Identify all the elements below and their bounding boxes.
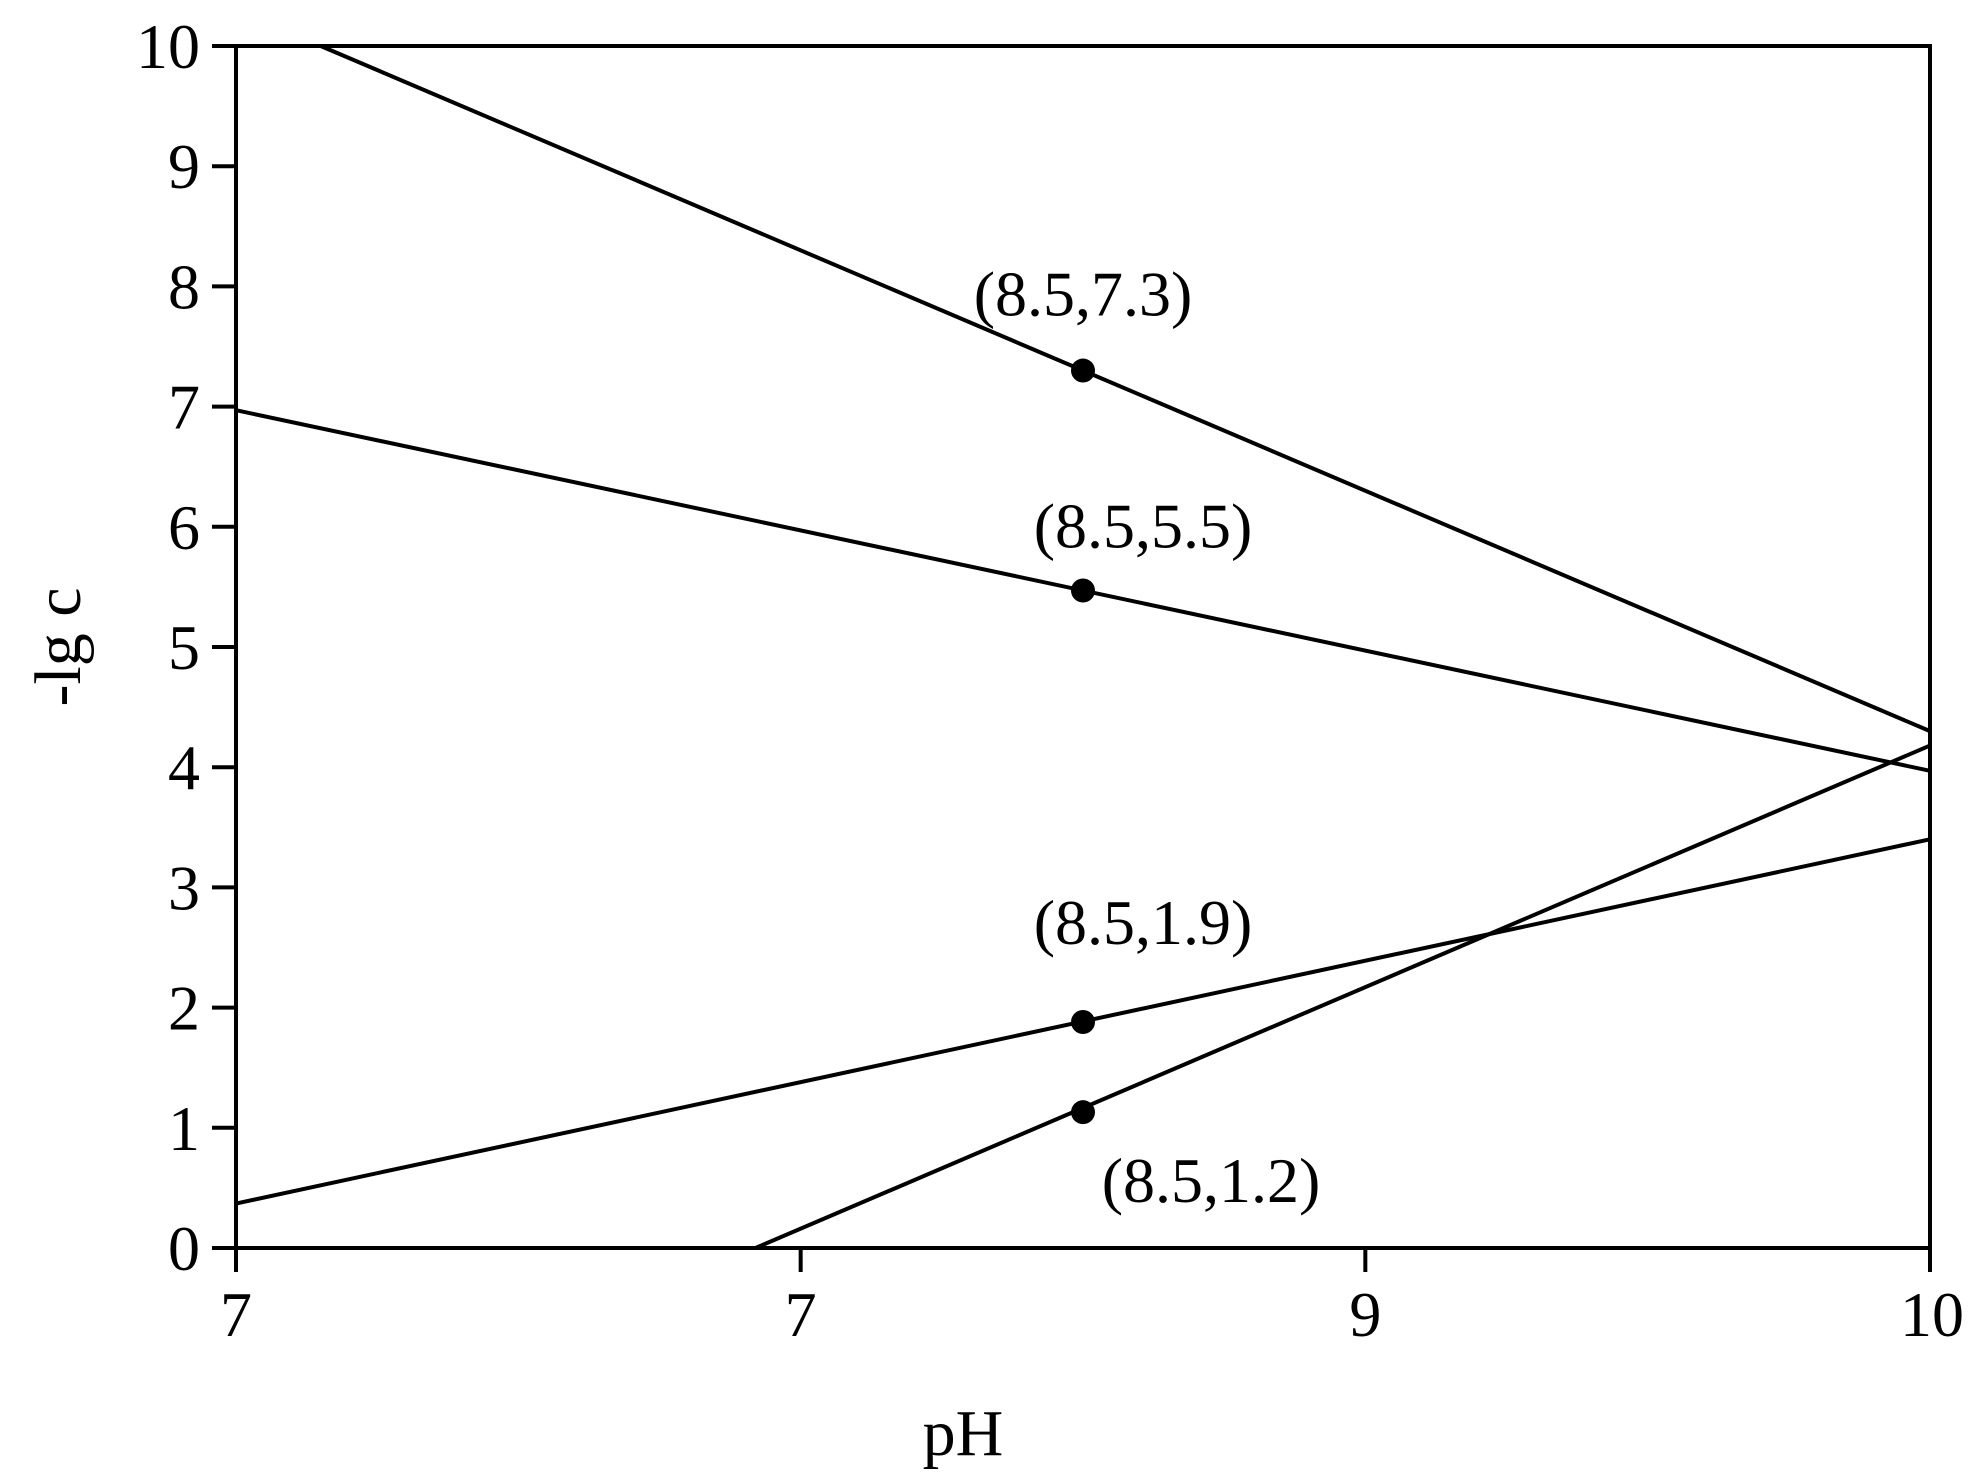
ticks-layer: 0 1 2 3 4 5 6 7 8 9 10 7 7 9 10 bbox=[136, 11, 1964, 1350]
y-tick-label: 5 bbox=[168, 612, 200, 683]
y-tick-label: 3 bbox=[168, 852, 200, 923]
x-tick-label: 9 bbox=[1349, 1279, 1381, 1350]
annotation-point bbox=[1071, 578, 1095, 603]
annotation-label: (8.5,1.9) bbox=[1034, 887, 1253, 958]
y-tick-label: 7 bbox=[168, 372, 200, 443]
y-tick-label: 8 bbox=[168, 251, 200, 322]
y-tick-label: 0 bbox=[168, 1213, 200, 1284]
y-tick-label: 10 bbox=[136, 11, 200, 82]
annotation-point bbox=[1071, 1100, 1095, 1125]
annotation-layer: (8.5,7.3) (8.5,5.5) (8.5,1.9) (8.5,1.2) bbox=[974, 259, 1321, 1217]
plot-frame bbox=[234, 44, 1932, 1250]
series-layer bbox=[235, 44, 1931, 1250]
y-tick-label: 6 bbox=[168, 492, 200, 563]
x-axis-title: pH bbox=[923, 1397, 1004, 1470]
points-layer bbox=[1071, 358, 1095, 1125]
annotation-point bbox=[1071, 1010, 1095, 1035]
y-tick-label: 4 bbox=[168, 732, 200, 803]
annotation-label: (8.5,1.2) bbox=[1102, 1145, 1321, 1216]
x-tick-label: 7 bbox=[785, 1279, 817, 1350]
y-tick-label: 9 bbox=[168, 131, 200, 202]
x-tick-label: 7 bbox=[220, 1279, 252, 1350]
series-line-4 bbox=[754, 743, 1931, 1250]
y-tick-label: 1 bbox=[168, 1093, 200, 1164]
annotation-point bbox=[1071, 358, 1095, 383]
series-line-1 bbox=[319, 44, 1931, 733]
annotation-label: (8.5,5.5) bbox=[1034, 491, 1253, 562]
y-axis-title: -lg c bbox=[22, 587, 95, 706]
x-tick-label: 10 bbox=[1900, 1279, 1964, 1350]
annotation-label: (8.5,7.3) bbox=[974, 259, 1193, 330]
y-tick-label: 2 bbox=[168, 973, 200, 1044]
